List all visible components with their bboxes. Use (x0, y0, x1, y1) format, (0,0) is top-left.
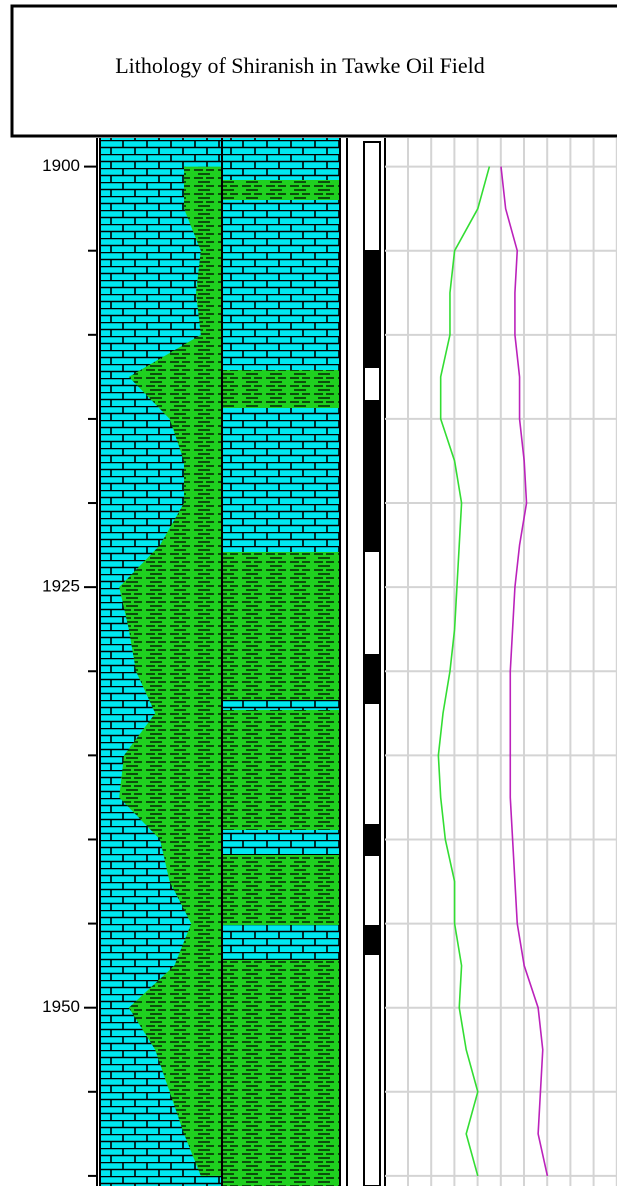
chart-title: Lithology of Shiranish in Tawke Oil Fiel… (115, 53, 485, 78)
shale-fill (119, 166, 222, 1176)
shale (222, 855, 340, 925)
shale (222, 370, 340, 408)
log-curve (437, 166, 491, 1177)
depth-blocks (364, 250, 380, 955)
y-tick-label: 1950 (42, 997, 80, 1016)
shale (222, 180, 340, 200)
y-tick-label: 1925 (42, 577, 80, 596)
title-box (10, 4, 617, 138)
shale (222, 710, 340, 830)
log-curve (500, 166, 549, 1177)
shale (222, 960, 340, 1186)
shale-bands (119, 166, 340, 1186)
y-tick-label: 1900 (42, 156, 80, 175)
shale (222, 552, 340, 700)
track-grid (385, 138, 617, 1186)
